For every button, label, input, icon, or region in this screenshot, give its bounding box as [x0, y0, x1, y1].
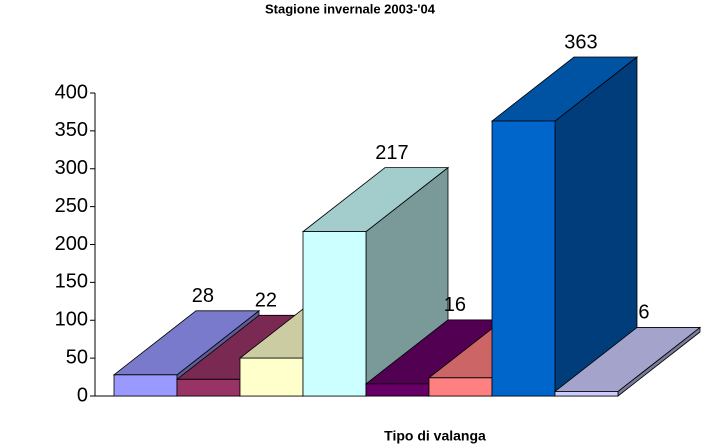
data-label: 6 — [638, 302, 649, 324]
y-tick-label: 0 — [77, 384, 88, 406]
y-tick-label: 150 — [55, 271, 88, 293]
data-label: 22 — [255, 290, 277, 312]
bar-front — [302, 231, 367, 397]
y-tick-label: 50 — [66, 346, 88, 368]
bar-front — [554, 391, 619, 397]
chart-title: Stagione invernale 2003-'04 — [265, 1, 436, 16]
bar — [553, 326, 702, 397]
y-tick-label: 350 — [55, 119, 88, 141]
y-tick-label: 200 — [55, 233, 88, 255]
bar — [301, 166, 450, 397]
bar-front — [113, 374, 178, 397]
bar — [490, 56, 639, 397]
data-label: 16 — [444, 294, 466, 316]
y-tick-label: 300 — [55, 157, 88, 179]
data-label: 363 — [564, 31, 597, 53]
bar-front — [491, 120, 556, 397]
bar-front — [176, 378, 241, 397]
bar-front — [239, 357, 304, 397]
bar-front — [428, 377, 493, 397]
y-tick-label: 100 — [55, 309, 88, 331]
data-label: 217 — [375, 142, 408, 164]
y-tick-label: 250 — [55, 195, 88, 217]
x-axis-label: Tipo di valanga — [384, 428, 486, 444]
bar-front — [365, 383, 430, 397]
data-label: 28 — [192, 285, 214, 307]
y-tick-label: 400 — [55, 81, 88, 103]
